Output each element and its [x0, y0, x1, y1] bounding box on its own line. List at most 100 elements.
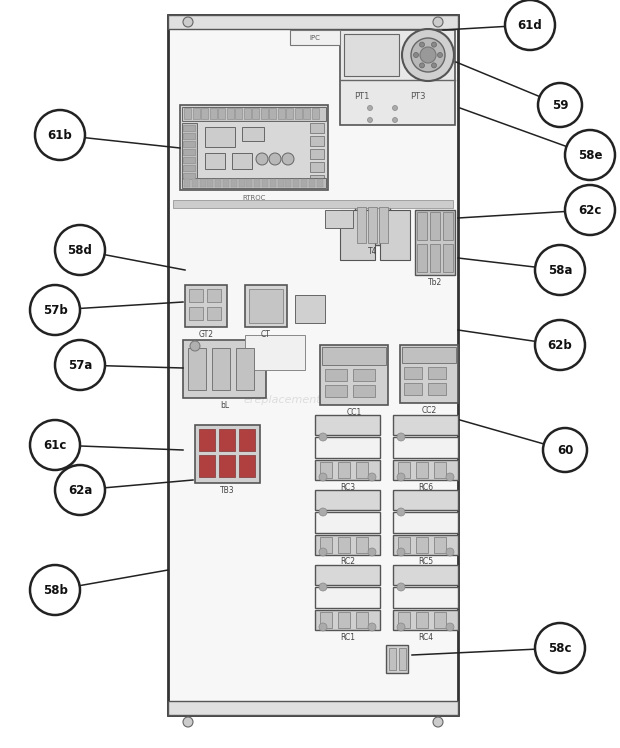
Bar	[182, 107, 326, 121]
Bar	[416, 537, 428, 553]
Bar	[338, 537, 350, 553]
Circle shape	[35, 110, 85, 160]
Bar	[205, 153, 225, 169]
Bar	[199, 429, 215, 451]
Bar	[183, 340, 266, 398]
Bar	[393, 512, 458, 533]
Text: RC1: RC1	[340, 633, 355, 642]
Bar	[404, 367, 422, 379]
Text: ereplacementparts.com: ereplacementparts.com	[243, 395, 377, 405]
Bar	[404, 383, 422, 395]
Bar	[434, 537, 446, 553]
Circle shape	[411, 38, 445, 72]
Text: RC5: RC5	[418, 557, 433, 566]
Bar	[168, 15, 458, 715]
Circle shape	[55, 340, 105, 390]
Text: 57b: 57b	[43, 304, 68, 316]
Bar	[262, 179, 268, 187]
Bar	[210, 108, 216, 119]
Bar	[315, 587, 380, 608]
Circle shape	[397, 548, 405, 556]
Bar	[236, 348, 254, 390]
Circle shape	[432, 42, 436, 47]
Circle shape	[538, 83, 582, 127]
Bar	[320, 462, 332, 478]
Circle shape	[30, 420, 80, 470]
Circle shape	[319, 623, 327, 631]
Text: 58b: 58b	[43, 583, 68, 596]
Bar	[207, 289, 221, 302]
Circle shape	[55, 465, 105, 515]
Bar	[430, 244, 440, 272]
Text: CT: CT	[261, 330, 271, 339]
Bar	[245, 285, 287, 327]
Bar	[180, 105, 328, 190]
Circle shape	[397, 473, 405, 481]
Circle shape	[565, 185, 615, 235]
Circle shape	[535, 320, 585, 370]
Bar	[183, 141, 195, 147]
Bar	[295, 295, 325, 323]
Bar	[168, 15, 458, 29]
Text: 62c: 62c	[578, 203, 601, 216]
Bar	[286, 108, 293, 119]
Circle shape	[392, 117, 397, 123]
Circle shape	[565, 130, 615, 180]
Circle shape	[256, 153, 268, 165]
Bar	[430, 212, 440, 240]
Bar	[254, 179, 260, 187]
Bar	[356, 462, 368, 478]
Bar	[199, 455, 215, 477]
Bar	[443, 244, 453, 272]
Bar	[226, 108, 234, 119]
Bar	[393, 460, 458, 480]
Bar	[215, 179, 221, 187]
Text: 58d: 58d	[68, 244, 92, 257]
Circle shape	[368, 548, 376, 556]
Bar	[310, 136, 324, 146]
Bar	[183, 133, 195, 139]
Bar	[239, 429, 255, 451]
Bar	[315, 460, 380, 480]
Bar	[269, 108, 276, 119]
Circle shape	[368, 623, 376, 631]
Bar	[315, 512, 380, 533]
Text: 60: 60	[557, 444, 573, 456]
Text: TB3: TB3	[220, 485, 235, 494]
Bar	[393, 437, 458, 458]
Bar	[185, 285, 227, 327]
Bar	[212, 348, 230, 390]
Text: RC6: RC6	[418, 482, 433, 491]
Bar	[338, 462, 350, 478]
Bar	[443, 212, 453, 240]
Bar	[315, 490, 380, 510]
Text: 58e: 58e	[578, 149, 602, 162]
Bar	[402, 347, 456, 363]
Bar	[434, 462, 446, 478]
Bar	[428, 383, 446, 395]
Circle shape	[392, 105, 397, 111]
Bar	[285, 179, 291, 187]
Circle shape	[190, 341, 200, 351]
Bar	[315, 610, 380, 630]
Bar	[183, 173, 195, 179]
Circle shape	[397, 623, 405, 631]
Bar	[182, 178, 326, 188]
Circle shape	[30, 565, 80, 615]
Bar	[322, 347, 386, 365]
Text: T4: T4	[368, 247, 377, 256]
Circle shape	[543, 428, 587, 472]
Text: PT3: PT3	[410, 91, 426, 100]
Circle shape	[438, 52, 443, 58]
Circle shape	[397, 508, 405, 516]
Bar	[309, 179, 315, 187]
Bar	[393, 587, 458, 608]
Bar	[393, 490, 458, 510]
Bar	[338, 612, 350, 628]
Bar	[340, 210, 375, 260]
Bar	[192, 108, 200, 119]
Bar	[400, 345, 458, 403]
Circle shape	[319, 433, 327, 441]
Bar	[205, 127, 235, 147]
Bar	[183, 157, 195, 163]
